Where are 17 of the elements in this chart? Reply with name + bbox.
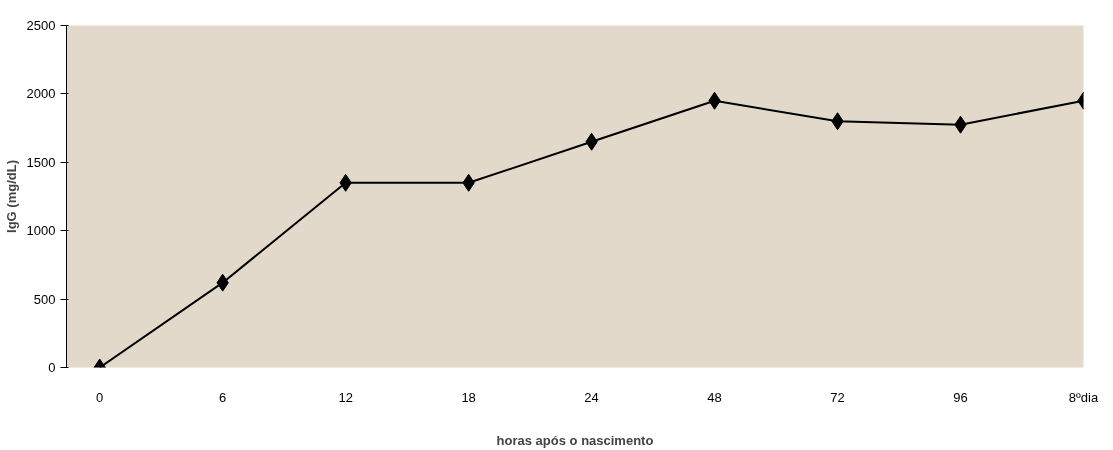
y-tick-label: 2000 bbox=[26, 86, 56, 102]
y-tick-label: 1000 bbox=[26, 223, 56, 239]
y-tick-label: 0 bbox=[48, 360, 56, 375]
y-axis-title: IgG (mg/dL) bbox=[3, 160, 19, 233]
x-tick-label: 6 bbox=[219, 389, 227, 405]
x-axis-title: horas após o nascimento bbox=[496, 432, 654, 448]
y-tick-label: 1500 bbox=[26, 154, 56, 170]
x-tick-label: 8ºdia bbox=[1068, 389, 1099, 405]
y-tick-label: 2500 bbox=[26, 18, 56, 33]
x-tick-label: 72 bbox=[830, 389, 845, 405]
x-tick-label: 24 bbox=[584, 389, 599, 405]
y-tick-label: 500 bbox=[33, 291, 56, 307]
x-tick-label: 96 bbox=[953, 389, 968, 405]
x-tick-label: 12 bbox=[338, 389, 353, 405]
x-tick-label: 48 bbox=[707, 389, 722, 405]
x-tick-label: 0 bbox=[96, 389, 104, 405]
x-tick-label: 18 bbox=[461, 389, 476, 405]
